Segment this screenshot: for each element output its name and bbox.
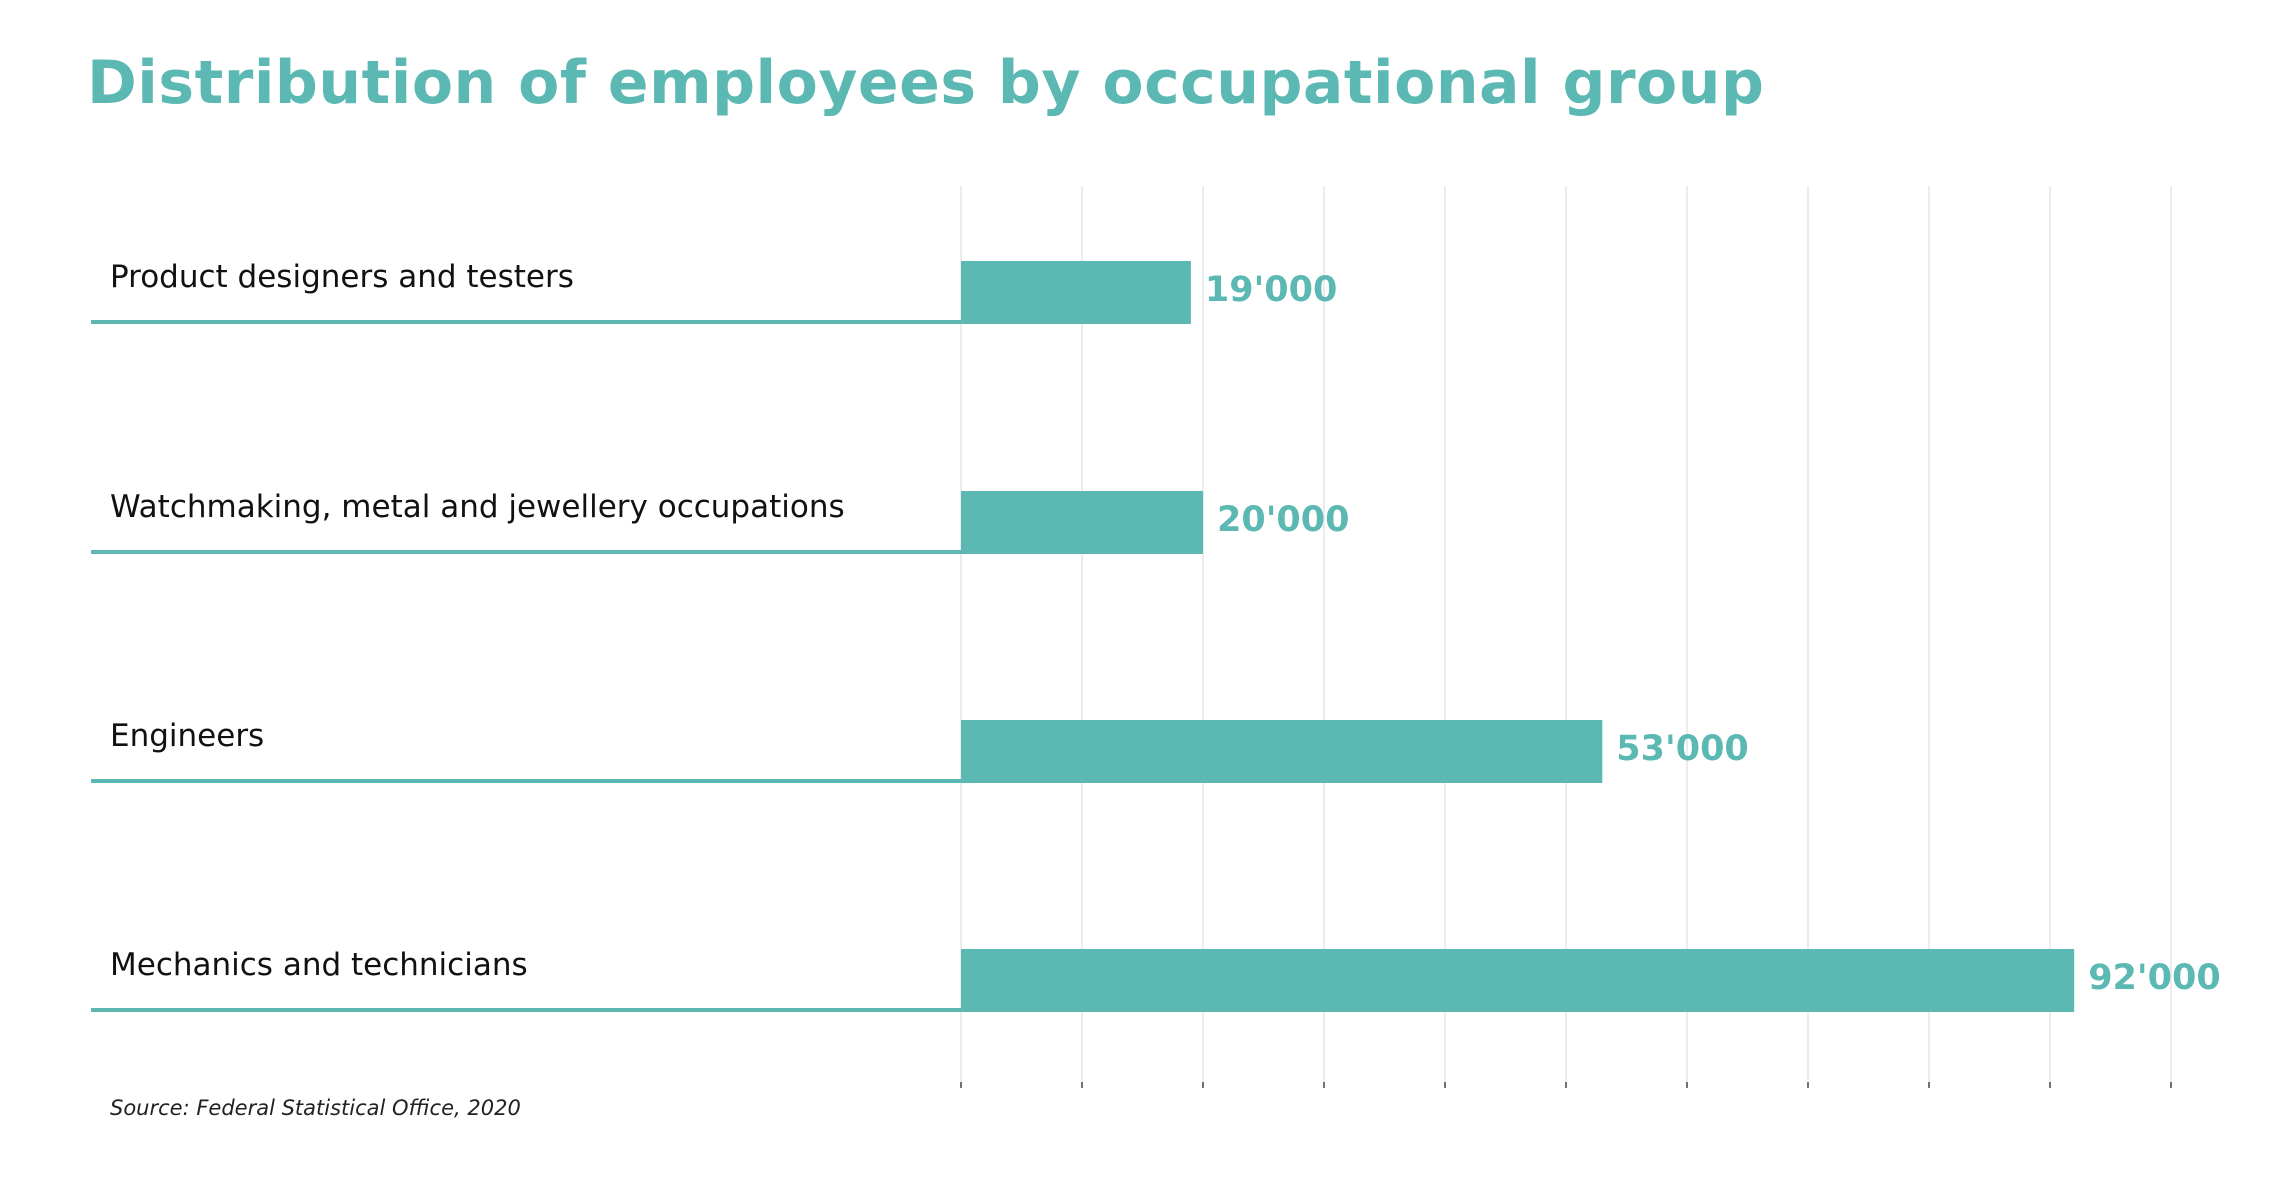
chart-row: Engineers 53'000 xyxy=(91,718,1749,783)
chart-row: Product designers and testers 19'000 xyxy=(91,259,1337,324)
source-note: Source: Federal Statistical Office, 2020 xyxy=(110,1096,521,1120)
data-label: 92'000 xyxy=(2088,958,2220,998)
bar xyxy=(961,949,2075,1012)
category-label: Mechanics and technicians xyxy=(110,947,528,983)
data-label: 53'000 xyxy=(1616,729,1748,769)
category-label: Engineers xyxy=(110,718,264,754)
data-label: 20'000 xyxy=(1217,500,1349,540)
data-label: 19'000 xyxy=(1205,270,1337,310)
category-label: Product designers and testers xyxy=(110,259,574,295)
bar xyxy=(961,491,1203,554)
chart-title: Distribution of employees by occupationa… xyxy=(87,48,1765,118)
category-label: Watchmaking, metal and jewellery occupat… xyxy=(110,489,845,525)
bar xyxy=(961,261,1191,324)
chart-row: Watchmaking, metal and jewellery occupat… xyxy=(91,489,1349,554)
chart-rows: Product designers and testers 19'000 Watch… xyxy=(91,259,2221,1012)
bar xyxy=(961,720,1603,783)
gridlines xyxy=(960,186,2172,1082)
chart-row: Mechanics and technicians 92'000 xyxy=(91,947,2221,1012)
axis-ticks xyxy=(960,1082,2172,1088)
